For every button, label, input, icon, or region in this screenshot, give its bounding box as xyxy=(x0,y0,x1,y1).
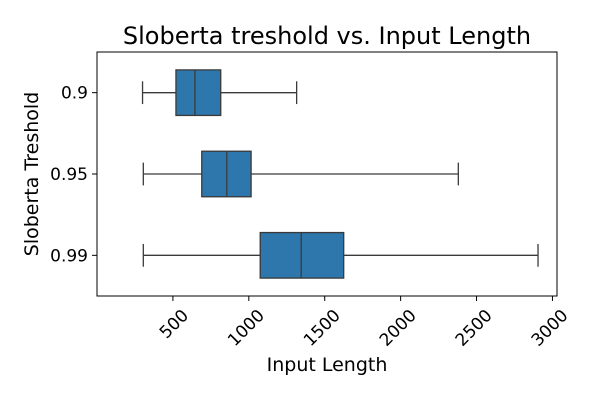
x-tick-label: 1000 xyxy=(224,306,269,351)
box-iqr xyxy=(175,69,222,117)
box-group-0-95 xyxy=(142,150,459,198)
boxes-layer xyxy=(141,69,539,279)
x-tick-label: 2000 xyxy=(376,306,421,351)
x-tick-label: 1500 xyxy=(300,306,345,351)
x-tick-label: 500 xyxy=(156,306,193,343)
box-group-0-9 xyxy=(141,69,298,117)
y-axis-ticks: 0.9 0.95 0.99 xyxy=(50,84,97,266)
x-tick-label: 2500 xyxy=(452,306,497,351)
x-axis-label: Input Length xyxy=(267,354,388,376)
x-axis-ticks: 500 1000 1500 2000 2500 3000 xyxy=(156,296,573,351)
box-group-0-99 xyxy=(142,231,539,279)
chart-title: Sloberta treshold vs. Input Length xyxy=(123,22,531,50)
y-tick-label: 0.9 xyxy=(61,84,88,104)
y-tick-label: 0.99 xyxy=(50,246,88,266)
y-axis-label: Sloberta Treshold xyxy=(21,92,43,256)
x-tick-label: 3000 xyxy=(528,306,573,351)
box-iqr xyxy=(259,231,345,279)
y-tick-label: 0.95 xyxy=(50,165,88,185)
